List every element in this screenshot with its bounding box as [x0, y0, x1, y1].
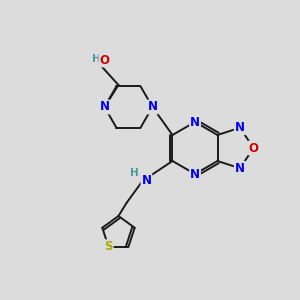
Text: N: N: [100, 100, 110, 113]
Text: N: N: [148, 100, 158, 113]
Text: O: O: [249, 142, 259, 154]
Text: S: S: [104, 240, 113, 253]
Text: N: N: [190, 167, 200, 181]
Text: N: N: [235, 121, 245, 134]
Text: H: H: [92, 54, 101, 64]
Text: O: O: [100, 53, 110, 67]
Text: H: H: [130, 168, 139, 178]
Text: N: N: [235, 162, 245, 175]
Text: N: N: [142, 175, 152, 188]
Text: N: N: [190, 116, 200, 128]
